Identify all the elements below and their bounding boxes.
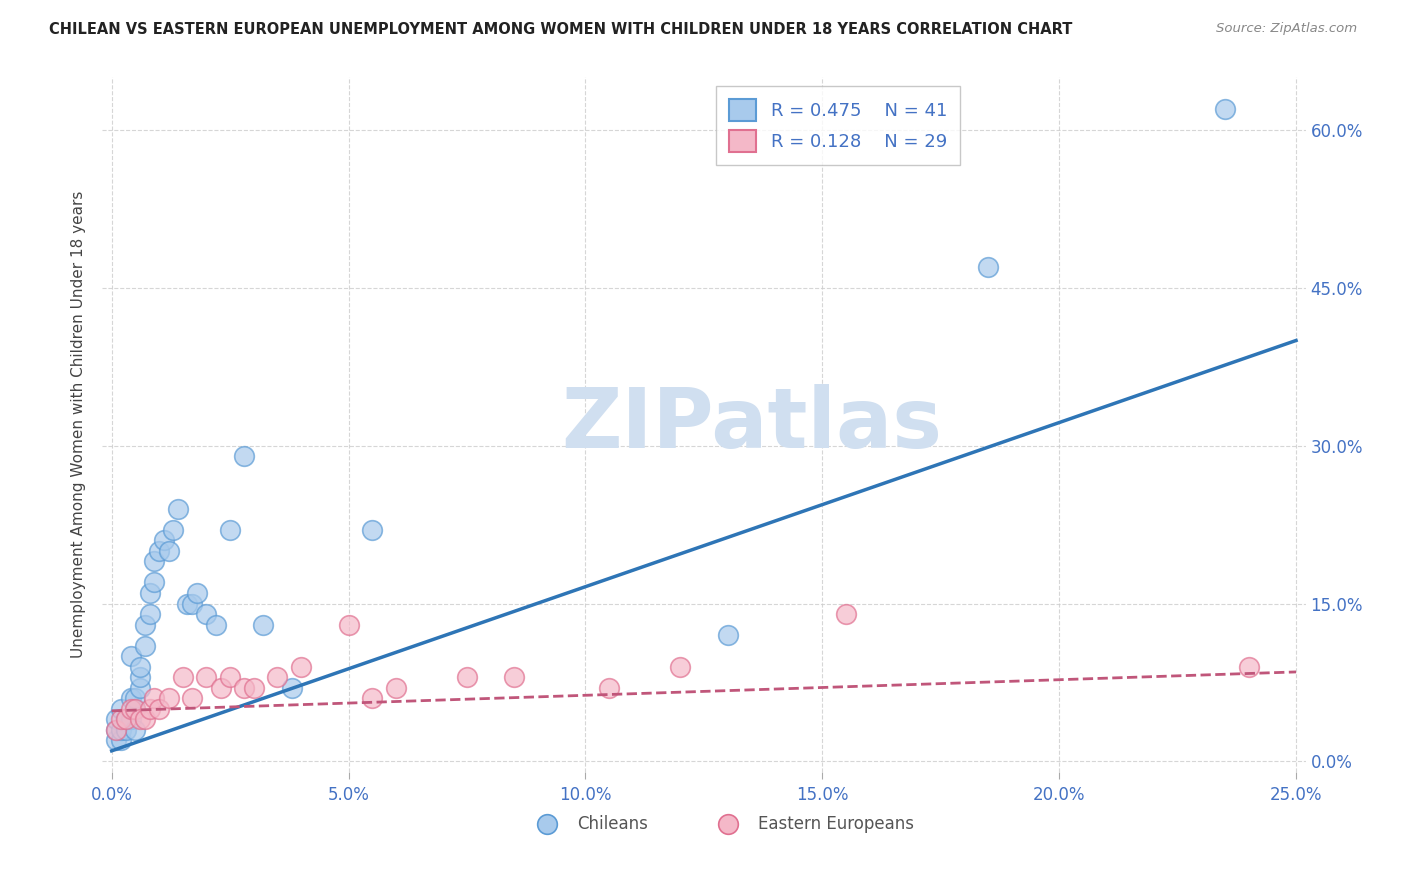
Point xyxy=(134,712,156,726)
Point xyxy=(361,523,384,537)
Point xyxy=(503,670,526,684)
Point xyxy=(385,681,408,695)
Point xyxy=(977,260,1000,274)
Point xyxy=(138,607,160,621)
Point xyxy=(120,702,142,716)
Point xyxy=(124,723,146,737)
Point xyxy=(252,617,274,632)
Point xyxy=(280,681,302,695)
Point xyxy=(195,670,218,684)
Point xyxy=(186,586,208,600)
Point xyxy=(195,607,218,621)
Text: ZIPatlas: ZIPatlas xyxy=(561,384,942,465)
Point xyxy=(148,544,170,558)
Point xyxy=(157,544,180,558)
Point xyxy=(105,723,128,737)
Point xyxy=(124,702,146,716)
Point xyxy=(120,712,142,726)
Legend: R = 0.475    N = 41, R = 0.128    N = 29: R = 0.475 N = 41, R = 0.128 N = 29 xyxy=(717,87,959,165)
Text: CHILEAN VS EASTERN EUROPEAN UNEMPLOYMENT AMONG WOMEN WITH CHILDREN UNDER 18 YEAR: CHILEAN VS EASTERN EUROPEAN UNEMPLOYMENT… xyxy=(49,22,1073,37)
Text: Chileans: Chileans xyxy=(578,815,648,833)
Point xyxy=(157,691,180,706)
Point xyxy=(243,681,266,695)
Point xyxy=(835,607,858,621)
Point xyxy=(176,597,198,611)
Point xyxy=(105,723,128,737)
Point xyxy=(233,681,256,695)
Point xyxy=(143,554,166,568)
Point xyxy=(361,691,384,706)
Text: Eastern Europeans: Eastern Europeans xyxy=(758,815,914,833)
Point xyxy=(138,702,160,716)
Point xyxy=(1237,659,1260,673)
Point xyxy=(110,723,132,737)
Point xyxy=(598,681,620,695)
Point xyxy=(337,617,360,632)
Point xyxy=(129,670,152,684)
Point xyxy=(138,586,160,600)
Point xyxy=(115,712,138,726)
Point xyxy=(115,723,138,737)
Point xyxy=(219,670,242,684)
Point xyxy=(105,733,128,747)
Point xyxy=(219,523,242,537)
Point xyxy=(129,681,152,695)
Point xyxy=(181,597,204,611)
Point xyxy=(181,691,204,706)
Text: Source: ZipAtlas.com: Source: ZipAtlas.com xyxy=(1216,22,1357,36)
Point xyxy=(134,639,156,653)
Point xyxy=(162,523,184,537)
Point xyxy=(143,691,166,706)
Y-axis label: Unemployment Among Women with Children Under 18 years: Unemployment Among Women with Children U… xyxy=(72,191,86,658)
Point xyxy=(115,712,138,726)
Point xyxy=(120,649,142,664)
Point xyxy=(129,659,152,673)
Point xyxy=(110,733,132,747)
Point xyxy=(172,670,194,684)
Point xyxy=(456,670,478,684)
Point xyxy=(1213,102,1236,116)
Point xyxy=(233,449,256,463)
Point xyxy=(209,681,232,695)
Point xyxy=(266,670,288,684)
Point xyxy=(205,617,228,632)
Point xyxy=(110,712,132,726)
Point xyxy=(124,702,146,716)
Point xyxy=(143,575,166,590)
Point xyxy=(152,533,174,548)
Point xyxy=(290,659,312,673)
Point xyxy=(129,712,152,726)
Point xyxy=(167,501,190,516)
Point xyxy=(124,691,146,706)
Point xyxy=(148,702,170,716)
Point xyxy=(110,702,132,716)
Point xyxy=(134,617,156,632)
Point xyxy=(669,659,692,673)
Point xyxy=(716,628,738,642)
Point xyxy=(105,712,128,726)
Point xyxy=(120,691,142,706)
